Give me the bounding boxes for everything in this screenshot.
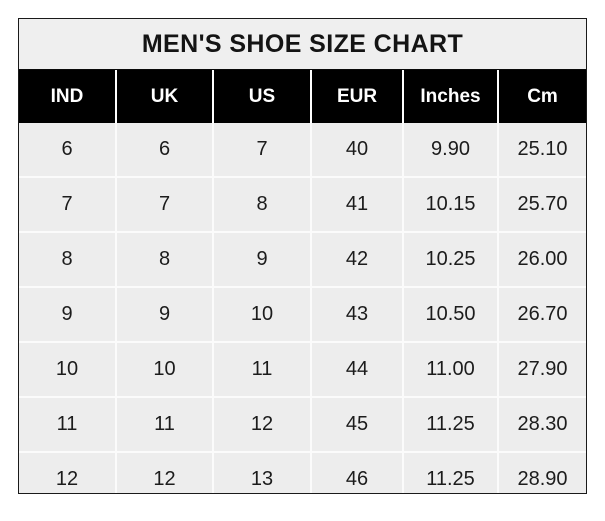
cell-us: 7 (213, 123, 312, 178)
cell-us: 10 (213, 287, 312, 343)
cell-inches: 10.15 (403, 177, 499, 233)
cell-ind: 12 (19, 452, 117, 493)
cell-inches: 9.90 (403, 123, 499, 178)
table-header: IND UK US EUR Inches Cm (19, 70, 586, 123)
cell-ind: 10 (19, 342, 117, 398)
page-title: MEN'S SHOE SIZE CHART (141, 29, 464, 58)
chart-title-bar: MEN'S SHOE SIZE CHART (19, 19, 586, 70)
table-row: 12 12 13 46 11.25 28.90 (19, 452, 586, 493)
table-row: 10 10 11 44 11.00 27.90 (19, 342, 586, 398)
cell-ind: 7 (19, 177, 117, 233)
shoe-size-table: IND UK US EUR Inches Cm 6 6 7 40 9.90 25… (19, 70, 586, 493)
column-header-cm: Cm (498, 70, 586, 123)
column-header-ind: IND (19, 70, 117, 123)
size-chart-container: MEN'S SHOE SIZE CHART IND UK US EUR Inch… (18, 18, 587, 494)
table-row: 6 6 7 40 9.90 25.10 (19, 123, 586, 178)
cell-us: 12 (213, 397, 312, 453)
cell-ind: 8 (19, 232, 117, 288)
table-row: 7 7 8 41 10.15 25.70 (19, 177, 586, 233)
cell-inches: 10.25 (403, 232, 499, 288)
cell-eur: 40 (311, 123, 404, 178)
column-header-us: US (213, 70, 312, 123)
cell-cm: 28.90 (498, 452, 586, 493)
cell-uk: 9 (116, 287, 214, 343)
column-header-inches: Inches (403, 70, 499, 123)
cell-eur: 44 (311, 342, 404, 398)
cell-inches: 10.50 (403, 287, 499, 343)
cell-cm: 28.30 (498, 397, 586, 453)
table-row: 8 8 9 42 10.25 26.00 (19, 232, 586, 288)
column-header-uk: UK (116, 70, 214, 123)
cell-ind: 11 (19, 397, 117, 453)
cell-uk: 12 (116, 452, 214, 493)
cell-uk: 8 (116, 232, 214, 288)
cell-eur: 42 (311, 232, 404, 288)
table-body: 6 6 7 40 9.90 25.10 7 7 8 41 10.15 25.70… (19, 123, 586, 493)
cell-cm: 27.90 (498, 342, 586, 398)
cell-eur: 41 (311, 177, 404, 233)
cell-us: 8 (213, 177, 312, 233)
cell-us: 11 (213, 342, 312, 398)
cell-inches: 11.25 (403, 397, 499, 453)
cell-ind: 9 (19, 287, 117, 343)
cell-inches: 11.25 (403, 452, 499, 493)
cell-uk: 6 (116, 123, 214, 178)
cell-us: 9 (213, 232, 312, 288)
cell-cm: 25.10 (498, 123, 586, 178)
cell-cm: 25.70 (498, 177, 586, 233)
table-row: 11 11 12 45 11.25 28.30 (19, 397, 586, 453)
table-header-row: IND UK US EUR Inches Cm (19, 70, 586, 123)
cell-uk: 7 (116, 177, 214, 233)
cell-uk: 10 (116, 342, 214, 398)
table-row: 9 9 10 43 10.50 26.70 (19, 287, 586, 343)
cell-inches: 11.00 (403, 342, 499, 398)
cell-eur: 43 (311, 287, 404, 343)
cell-cm: 26.70 (498, 287, 586, 343)
cell-cm: 26.00 (498, 232, 586, 288)
cell-ind: 6 (19, 123, 117, 178)
cell-eur: 45 (311, 397, 404, 453)
column-header-eur: EUR (311, 70, 404, 123)
cell-eur: 46 (311, 452, 404, 493)
cell-uk: 11 (116, 397, 214, 453)
cell-us: 13 (213, 452, 312, 493)
